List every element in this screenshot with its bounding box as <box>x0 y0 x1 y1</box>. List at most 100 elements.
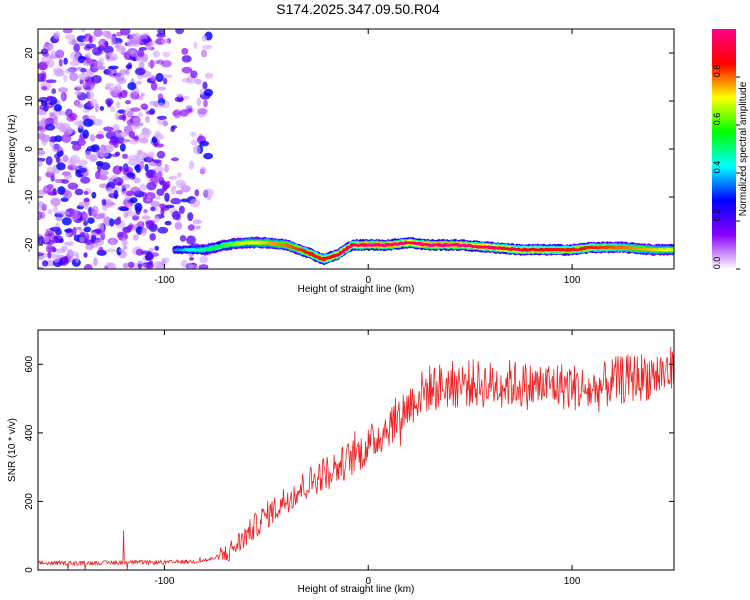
noise-blob <box>38 126 44 130</box>
y-tick-label: -20 <box>24 237 35 252</box>
noise-blob <box>108 65 119 70</box>
noise-blob <box>117 114 126 120</box>
noise-blob <box>41 117 47 126</box>
noise-blob <box>113 86 123 94</box>
noise-blob <box>117 181 123 187</box>
noise-blob <box>134 67 146 76</box>
noise-blob <box>68 157 77 167</box>
noise-blob <box>69 72 79 82</box>
snr-y-axis: 0 200 400 600 <box>24 356 674 573</box>
noise-blob <box>77 72 89 81</box>
noise-blob <box>168 175 178 180</box>
noise-blob <box>77 103 84 109</box>
noise-blob <box>204 188 214 198</box>
noise-blob <box>98 246 104 254</box>
noise-blob <box>65 108 73 117</box>
noise-blob <box>132 136 139 140</box>
noise-blob <box>148 247 155 253</box>
noise-blob <box>46 166 56 174</box>
noise-blob <box>95 160 104 167</box>
noise-blob <box>140 92 145 97</box>
noise-blob <box>53 204 59 214</box>
noise-blob <box>118 248 125 253</box>
noise-blob <box>119 90 128 98</box>
noise-blob <box>199 255 209 264</box>
colorbar-tick-label: 0.4 <box>712 161 722 174</box>
noise-blob <box>199 88 205 96</box>
noise-blob <box>203 152 213 160</box>
noise-blob <box>156 33 166 38</box>
noise-blob <box>154 245 159 251</box>
noise-blob <box>202 81 208 90</box>
y-tick-label: 10 <box>24 95 35 107</box>
noise-blob <box>112 124 120 134</box>
noise-blob <box>85 232 90 243</box>
noise-blob <box>127 82 137 91</box>
noise-blob <box>149 233 156 241</box>
noise-blob <box>97 213 104 218</box>
noise-blob <box>190 70 198 79</box>
noise-blob <box>91 74 102 84</box>
noise-blob <box>40 72 47 82</box>
noise-blob <box>83 213 89 220</box>
noise-blob <box>44 124 56 131</box>
noise-blob <box>127 261 135 269</box>
noise-blob <box>105 248 117 253</box>
noise-blob <box>198 264 209 269</box>
noise-blob <box>203 99 208 108</box>
noise-blob <box>50 50 57 55</box>
noise-blob <box>105 202 117 206</box>
noise-blob <box>103 265 109 269</box>
y-tick-label: 200 <box>24 493 35 510</box>
noise-blob <box>198 108 208 115</box>
noise-blob <box>195 225 201 230</box>
noise-blob <box>157 93 164 101</box>
noise-blob <box>83 197 90 203</box>
x-tick-label: -100 <box>154 275 174 286</box>
noise-blob <box>114 72 125 82</box>
noise-blob <box>120 138 131 143</box>
noise-blob <box>87 90 95 100</box>
noise-blob <box>38 191 45 197</box>
noise-blob <box>105 131 117 140</box>
noise-blob <box>176 93 184 98</box>
noise-blob <box>150 200 160 208</box>
noise-blob <box>164 192 170 203</box>
noise-blob <box>145 221 155 230</box>
noise-blob <box>109 239 115 246</box>
noise-blob <box>137 49 145 58</box>
noise-blob <box>150 206 156 212</box>
noise-blob <box>164 163 169 173</box>
noise-blob <box>38 266 44 269</box>
noise-blob <box>58 58 63 67</box>
noise-blob <box>54 104 62 112</box>
figure-title: S174.2025.347.09.50.R04 <box>276 1 440 17</box>
noise-blob <box>153 215 160 223</box>
noise-blob <box>161 257 170 264</box>
noise-blob <box>187 108 193 113</box>
noise-blob <box>110 106 116 113</box>
noise-blob <box>156 188 165 196</box>
noise-blob <box>144 163 149 172</box>
noise-blob <box>112 139 119 149</box>
noise-blob <box>45 55 56 60</box>
noise-blob <box>98 40 104 46</box>
y-tick-label: 20 <box>24 47 35 59</box>
noise-blob <box>152 50 160 58</box>
noise-blob <box>142 191 148 200</box>
noise-blob <box>114 111 120 121</box>
noise-blob <box>113 189 119 200</box>
colorbar-tick-label: 0.8 <box>712 65 722 78</box>
noise-blob <box>145 169 155 179</box>
noise-blob <box>180 198 189 203</box>
noise-blob <box>118 165 124 172</box>
noise-blob <box>50 197 61 207</box>
noise-blob <box>122 163 129 173</box>
noise-blob <box>95 133 105 140</box>
noise-blob <box>38 159 43 168</box>
noise-blob <box>82 129 89 139</box>
noise-blob <box>40 56 49 63</box>
noise-blob <box>77 159 88 167</box>
noise-blob <box>122 245 128 250</box>
